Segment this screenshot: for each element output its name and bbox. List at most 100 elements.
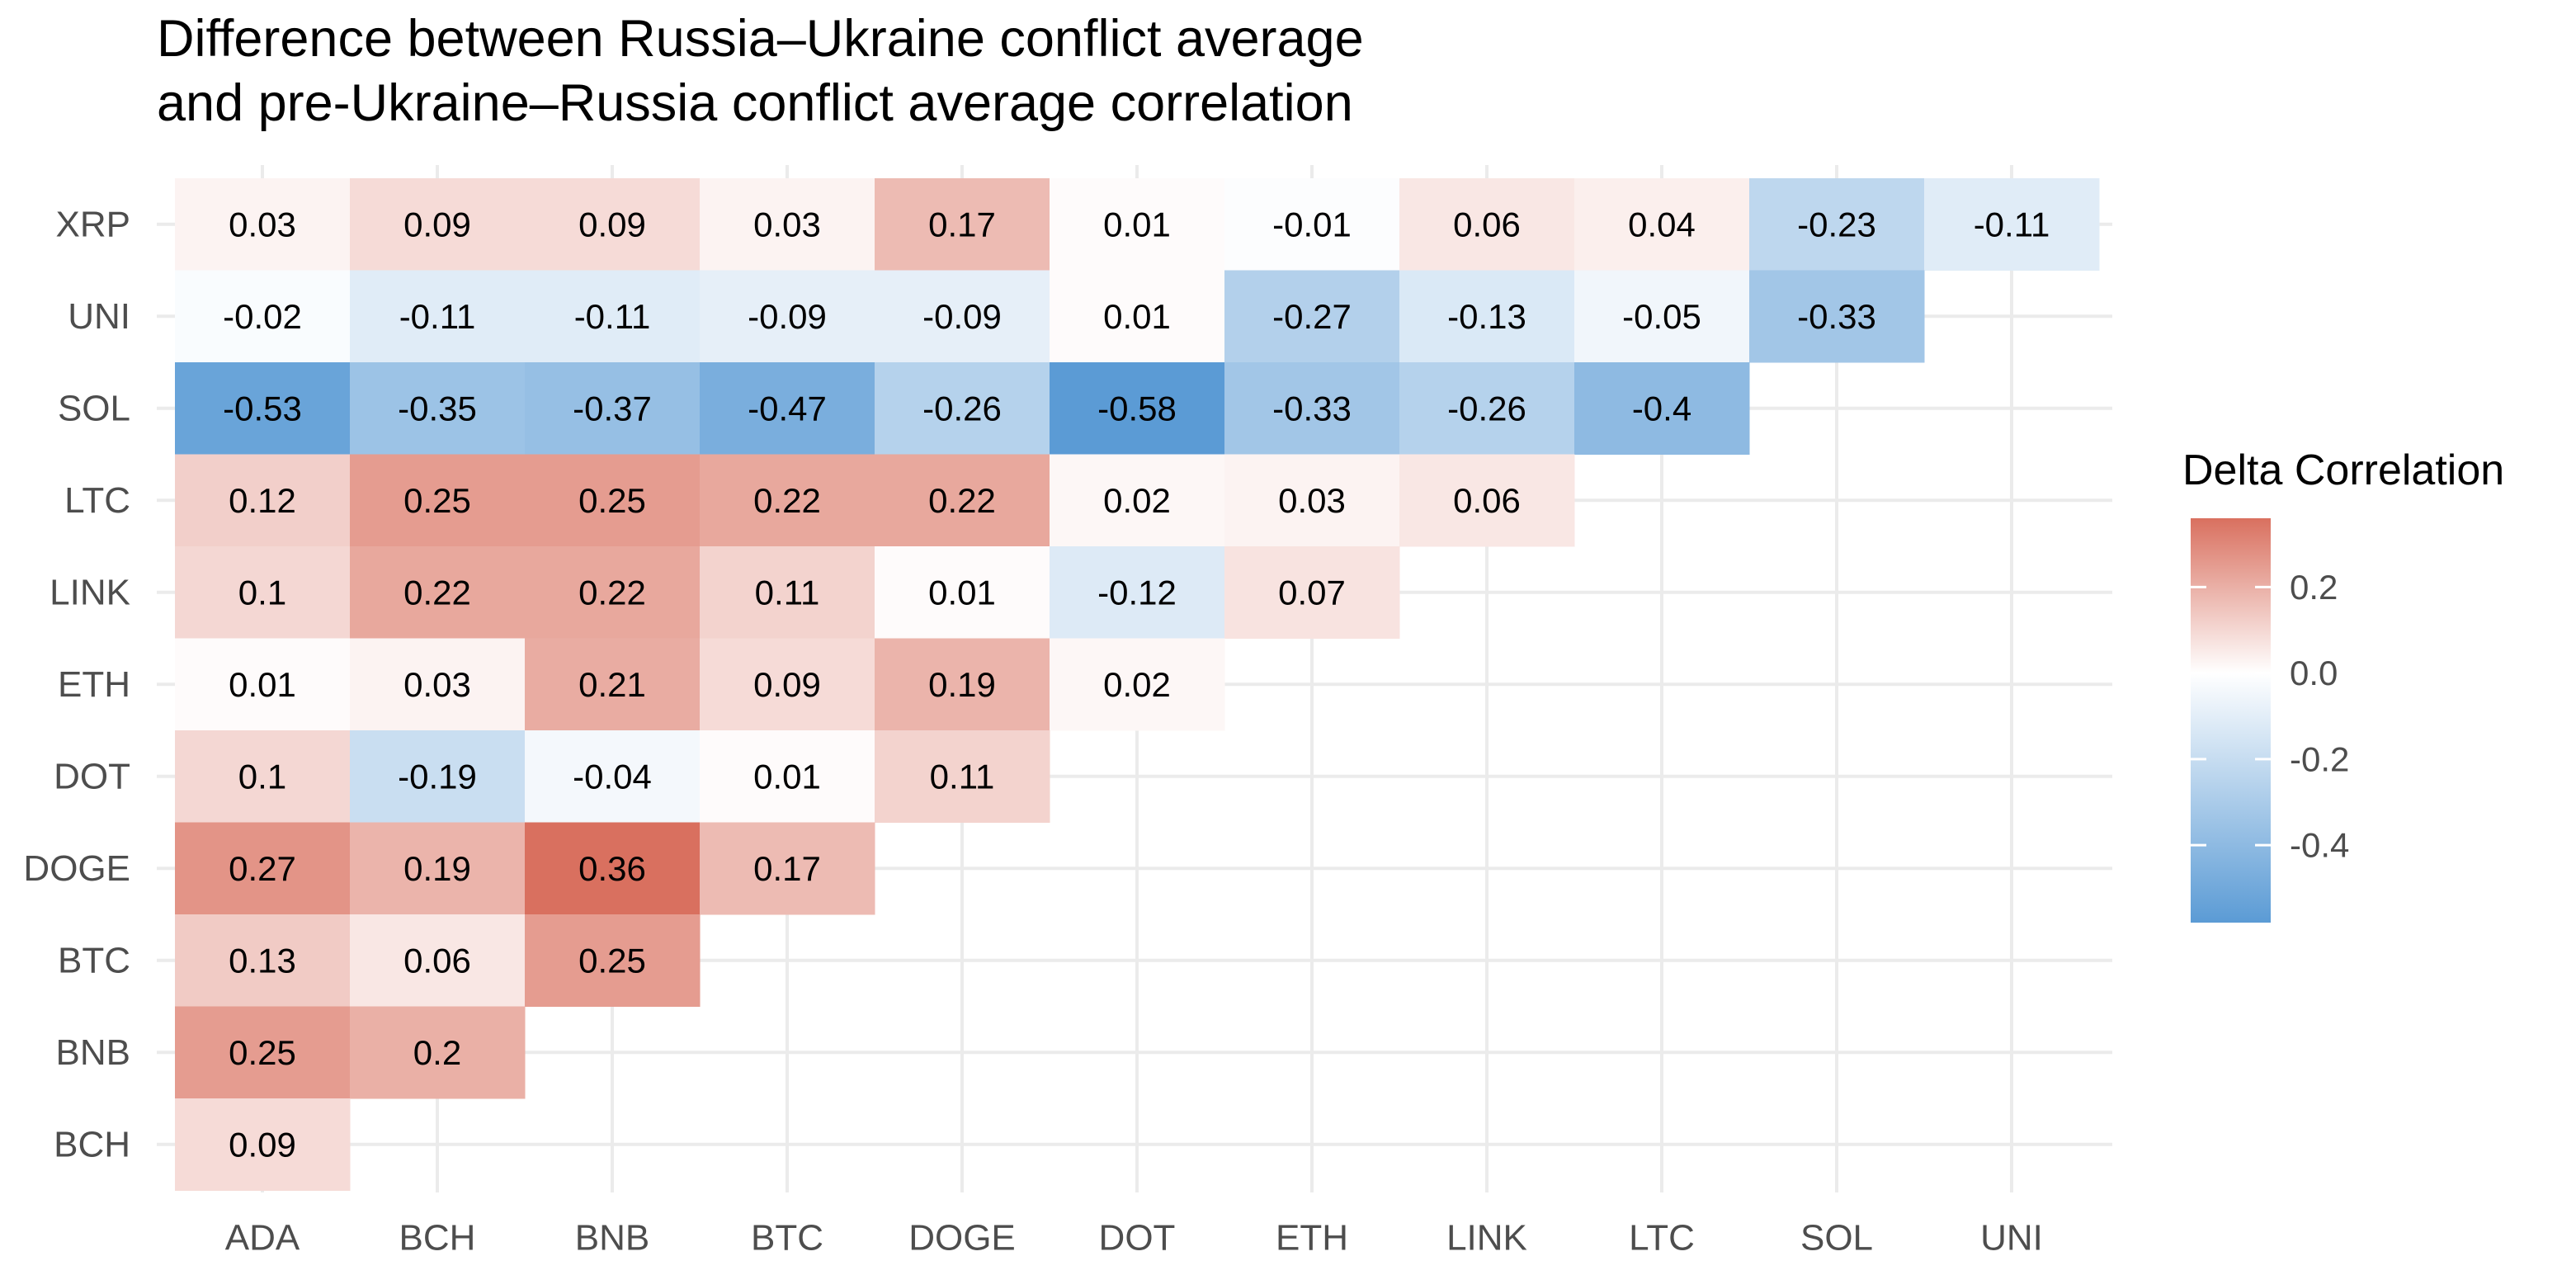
cell-value-label: 0.01 — [1103, 205, 1171, 243]
heatmap-cell-dot-uni — [1050, 270, 1225, 363]
y-tick-label: LINK — [50, 572, 130, 612]
cell-value-label: 0.06 — [1453, 205, 1521, 243]
cell-value-label: 0.03 — [1278, 481, 1346, 520]
heatmap-cell-bch-eth — [350, 638, 526, 731]
x-axis: ADA BCH BNB BTC DOGE DOT ETH LINK LTC SOL UNI — [225, 1218, 2043, 1258]
y-tick-label: XRP — [56, 204, 130, 244]
heatmap-cell-bnb-link — [525, 546, 701, 639]
cell-value-label: 0.25 — [229, 1033, 296, 1072]
cell-label-layer: 0.03 0.09 0.09 0.03 0.17 0.01 -0.01 0.06 0.04 -0.… — [223, 205, 2050, 1164]
heatmap-cell-bnb-uni — [525, 270, 701, 363]
cell-value-label: 0.04 — [1628, 205, 1696, 243]
cell-value-label: 0.11 — [755, 573, 820, 612]
x-tick-label: LTC — [1629, 1218, 1695, 1258]
cell-value-label: 0.01 — [1103, 297, 1171, 336]
cell-value-label: 0.22 — [578, 573, 646, 612]
heatmap-cell-doge-uni — [875, 270, 1050, 363]
legend-tick-label: 0.2 — [2290, 568, 2338, 607]
heatmap-cell-bnb-btc — [525, 914, 701, 1007]
cell-value-label: 0.09 — [403, 205, 471, 243]
heatmap-cell-doge-dot — [875, 730, 1050, 823]
chart-title-line-1: Difference between Russia–Ukraine confli… — [157, 10, 1364, 68]
cell-value-label: 0.25 — [578, 941, 646, 980]
heatmap-cell-bnb-xrp — [525, 178, 701, 271]
cell-value-label: 0.25 — [578, 481, 646, 520]
legend-tick-label: 0.0 — [2290, 654, 2338, 692]
heatmap-cell-bnb-sol — [525, 362, 701, 455]
chart-title-line-2: and pre-Ukraine–Russia conflict average … — [157, 74, 1353, 132]
cell-value-label: 0.09 — [753, 665, 821, 704]
cell-value-label: -0.53 — [223, 389, 302, 427]
heatmap-cell-dot-eth — [1050, 638, 1225, 731]
heatmap-cell-btc-xrp — [700, 178, 875, 271]
y-tick-label: DOT — [54, 756, 130, 796]
y-tick-label: BTC — [58, 940, 130, 980]
heatmap-cell-eth-sol — [1224, 362, 1400, 455]
heatmap-cell-doge-ltc — [875, 454, 1050, 547]
cell-layer — [175, 178, 2100, 1191]
cell-value-label: -0.33 — [1272, 389, 1352, 427]
heatmap-cell-doge-xrp — [875, 178, 1050, 271]
x-tick-label: ETH — [1276, 1218, 1348, 1258]
cell-value-label: 0.09 — [578, 205, 646, 243]
y-tick-label: ETH — [58, 664, 130, 705]
cell-value-label: 0.06 — [403, 941, 471, 980]
cell-value-label: -0.09 — [922, 297, 1002, 336]
heatmap-cell-eth-ltc — [1224, 454, 1400, 547]
cell-value-label: 0.22 — [403, 573, 471, 612]
cell-value-label: 0.03 — [753, 205, 821, 243]
cell-value-label: -0.13 — [1447, 297, 1526, 336]
cell-value-label: -0.47 — [748, 389, 827, 427]
heatmap-cell-dot-xrp — [1050, 178, 1225, 271]
cell-value-label: -0.11 — [1974, 205, 2050, 243]
heatmap-cell-link-ltc — [1399, 454, 1575, 547]
cell-value-label: 0.21 — [578, 665, 646, 704]
heatmap-cell-btc-link — [700, 546, 875, 639]
heatmap-cell-ltc-sol — [1574, 362, 1750, 455]
cell-value-label: 0.1 — [238, 573, 286, 612]
heatmap-cell-bch-uni — [350, 270, 526, 363]
cell-value-label: -0.26 — [922, 389, 1002, 427]
cell-value-label: 0.01 — [928, 573, 996, 612]
cell-value-label: -0.4 — [1632, 389, 1691, 427]
cell-value-label: 0.03 — [403, 665, 471, 704]
heatmap-cell-ada-doge — [175, 822, 351, 915]
heatmap-cell-btc-dot — [700, 730, 875, 823]
heatmap-cell-dot-ltc — [1050, 454, 1225, 547]
heatmap-cell-btc-doge — [700, 822, 875, 915]
cell-value-label: -0.35 — [398, 389, 477, 427]
cell-value-label: 0.12 — [229, 481, 296, 520]
heatmap-cell-ada-link — [175, 546, 351, 639]
heatmap-cell-bch-xrp — [350, 178, 526, 271]
y-tick-label: SOL — [58, 388, 130, 428]
x-tick-label: ADA — [225, 1218, 300, 1258]
cell-value-label: -0.37 — [573, 389, 652, 427]
cell-value-label: 0.06 — [1453, 481, 1521, 520]
heatmap-cell-ada-dot — [175, 730, 351, 823]
x-tick-label: DOGE — [908, 1218, 1016, 1258]
x-tick-label: BTC — [751, 1218, 823, 1258]
cell-value-label: -0.23 — [1797, 205, 1876, 243]
heatmap-cell-bch-link — [350, 546, 526, 639]
chart-title: Difference between Russia–Ukraine confli… — [157, 7, 1364, 135]
y-tick-label: DOGE — [23, 848, 130, 889]
legend-title: Delta Correlation — [2182, 446, 2504, 494]
cell-value-label: 0.01 — [229, 665, 296, 704]
heatmap-cell-bch-btc — [350, 914, 526, 1007]
heatmap-cell-eth-xrp — [1224, 178, 1400, 271]
cell-value-label: -0.09 — [748, 297, 827, 336]
color-legend: Delta Correlation 0.2 0.0 -0.2 -0.4 — [2182, 446, 2504, 923]
y-tick-label: BNB — [56, 1032, 130, 1073]
heatmap-cell-ada-sol — [175, 362, 351, 455]
cell-value-label: -0.33 — [1797, 297, 1876, 336]
y-tick-label: LTC — [64, 480, 130, 521]
cell-value-label: 0.09 — [229, 1125, 296, 1164]
heatmap-cell-sol-xrp — [1749, 178, 1925, 271]
cell-value-label: -0.19 — [398, 757, 477, 796]
cell-value-label: -0.58 — [1097, 389, 1177, 427]
cell-value-label: 0.19 — [928, 665, 996, 704]
cell-value-label: -0.05 — [1622, 297, 1701, 336]
heatmap-cell-eth-uni — [1224, 270, 1400, 363]
cell-value-label: 0.07 — [1278, 573, 1346, 612]
